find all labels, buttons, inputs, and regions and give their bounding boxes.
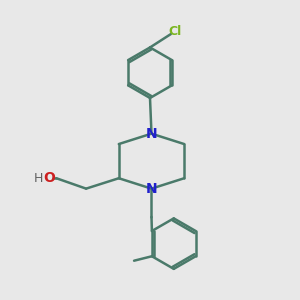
Text: O: O [44,171,56,185]
Text: Cl: Cl [169,25,182,38]
Text: H: H [34,172,43,185]
Text: N: N [146,182,157,196]
Text: N: N [146,127,157,141]
